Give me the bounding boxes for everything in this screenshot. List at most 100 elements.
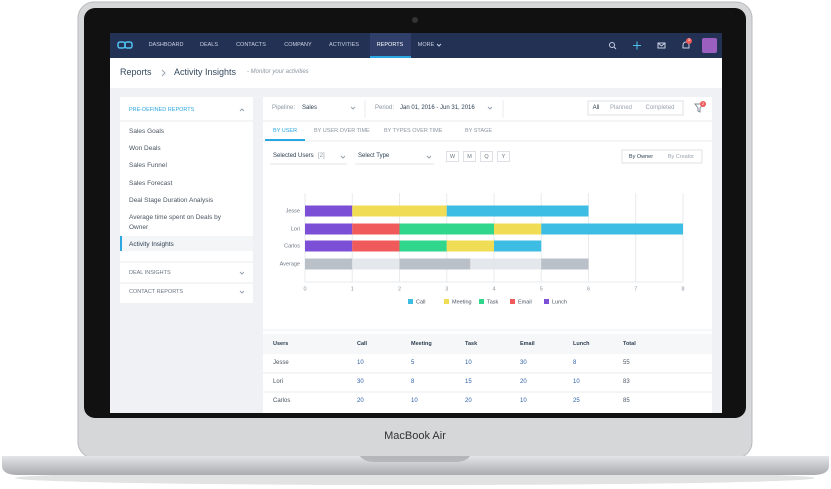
x-tick-label: 0: [303, 286, 306, 292]
column-header: Call: [357, 341, 368, 347]
bar-segment: [399, 240, 447, 252]
sidebar-item[interactable]: Won Deals: [129, 145, 161, 152]
table-cell[interactable]: 20: [520, 379, 527, 385]
bar-segment: [352, 240, 400, 252]
legend-label: Task: [487, 299, 499, 305]
users-count: [2]: [318, 153, 325, 159]
sidebar-item[interactable]: Average time spent on Deals by Owner: [129, 214, 222, 231]
bar-segment: [446, 205, 589, 217]
bar-segment: [494, 223, 542, 235]
badge: [686, 38, 692, 44]
user-name: Carlos: [273, 398, 291, 404]
dropdown-carets: [340, 106, 493, 159]
table-cell[interactable]: 10: [520, 398, 527, 404]
table-cell[interactable]: 10: [573, 379, 580, 385]
table-cell[interactable]: 15: [465, 379, 472, 385]
bar-segment: [305, 240, 353, 252]
table-cell[interactable]: 30: [357, 379, 364, 385]
label: Pipeline:: [272, 105, 296, 111]
status-option[interactable]: All: [592, 105, 600, 111]
bar-segment: [470, 258, 542, 270]
filter-count: 2: [701, 101, 705, 106]
owner-toggle[interactable]: [621, 149, 703, 164]
column-header: Total: [623, 341, 636, 347]
column-header: Task: [465, 341, 478, 347]
legend-swatch: [408, 299, 413, 304]
nav-item[interactable]: DEALS: [199, 42, 219, 48]
badge: [700, 101, 706, 107]
legend-swatch: [444, 299, 449, 304]
pipeline[interactable]: Sales: [302, 105, 318, 111]
sidebar-item[interactable]: Sales Funnel: [129, 162, 167, 169]
x-tick-label: 5: [540, 286, 543, 292]
period-button[interactable]: M: [463, 151, 476, 162]
period-button[interactable]: Q: [480, 151, 493, 162]
status-option[interactable]: Planned: [609, 105, 633, 111]
period-button[interactable]: Y: [497, 151, 510, 162]
x-tick-label: 8: [681, 286, 684, 292]
table-cell[interactable]: 8: [411, 379, 415, 385]
bar-segment: [541, 223, 683, 235]
section-title[interactable]: PRE-DEFINED REPORTS: [129, 107, 195, 113]
table-cell[interactable]: 10: [411, 398, 418, 404]
section-title[interactable]: DEAL INSIGHTS: [129, 270, 171, 276]
table-cell[interactable]: 20: [465, 398, 472, 404]
tab-underline: [265, 139, 305, 141]
table-cell[interactable]: 20: [357, 398, 364, 404]
bar-segment: [446, 240, 494, 252]
nav-item[interactable]: REPORTS: [376, 42, 404, 48]
breadcrumb-current: Activity Insights: [174, 67, 237, 77]
section-title[interactable]: CONTACT REPORTS: [129, 289, 184, 295]
bar-segment: [352, 223, 400, 235]
x-tick-label: 3: [445, 286, 448, 292]
table-cell: 83: [623, 379, 630, 385]
table-cell[interactable]: 8: [573, 360, 577, 366]
tab[interactable]: BY STAGE: [465, 128, 493, 134]
nav-item[interactable]: ACTIVITIES: [329, 42, 359, 48]
breadcrumb-parent[interactable]: Reports: [120, 67, 152, 77]
tab[interactable]: BY USER OVER TIME: [314, 128, 370, 134]
user-name: Jesse: [273, 360, 289, 366]
type-select[interactable]: Select Type: [358, 153, 390, 159]
status-option[interactable]: Completed: [645, 105, 675, 111]
period[interactable]: Jan 01, 2016 - Jun 31, 2016: [400, 105, 475, 111]
users-select[interactable]: Selected Users: [273, 153, 314, 159]
table-cell[interactable]: 10: [465, 360, 472, 366]
bar-segment: [305, 205, 353, 217]
breadcrumb-bar: [110, 58, 722, 88]
table-cell[interactable]: 25: [573, 398, 580, 404]
more-caret: [436, 43, 442, 47]
legend-swatch: [479, 299, 484, 304]
sidebar-item[interactable]: Sales Forecast: [129, 180, 173, 187]
nav-item[interactable]: CONTACTS: [236, 42, 266, 48]
status-toggle[interactable]: [587, 100, 684, 116]
column-header: Meeting: [411, 341, 432, 347]
nav-bar: [110, 33, 722, 58]
sidebar-item[interactable]: Activity Insights: [129, 241, 174, 248]
y-tick-label: Lori: [291, 226, 300, 232]
table-cell[interactable]: 10: [357, 360, 364, 366]
column-header: Email: [520, 341, 535, 347]
tab[interactable]: BY USER: [273, 128, 298, 134]
table-cell[interactable]: 5: [411, 360, 415, 366]
period-button[interactable]: W: [446, 151, 459, 162]
bar-segment: [399, 258, 471, 270]
avatar[interactable]: [702, 38, 717, 53]
breadcrumb-chevron: [161, 69, 166, 77]
legend-swatch: [510, 299, 515, 304]
owner-option[interactable]: By Owner: [628, 154, 654, 160]
label: Period:: [375, 105, 395, 111]
owner-option[interactable]: By Creator: [667, 154, 695, 160]
nav-icons: [609, 41, 690, 50]
nav-item[interactable]: COMPANY: [284, 42, 312, 48]
sidebar-item[interactable]: Deal Stage Duration Analysis: [129, 197, 214, 204]
sidebar: [120, 97, 253, 303]
nav-item[interactable]: MORE: [417, 42, 435, 48]
sidebar-item[interactable]: Sales Goals: [129, 128, 165, 135]
table-cell[interactable]: 30: [520, 360, 527, 366]
nav-active-underline: [370, 56, 411, 58]
nav-item[interactable]: DASHBOARD: [148, 42, 184, 48]
x-tick-label: 2: [398, 286, 401, 292]
tab[interactable]: BY TYPES OVER TIME: [384, 128, 443, 134]
bar-segment: [352, 205, 447, 217]
